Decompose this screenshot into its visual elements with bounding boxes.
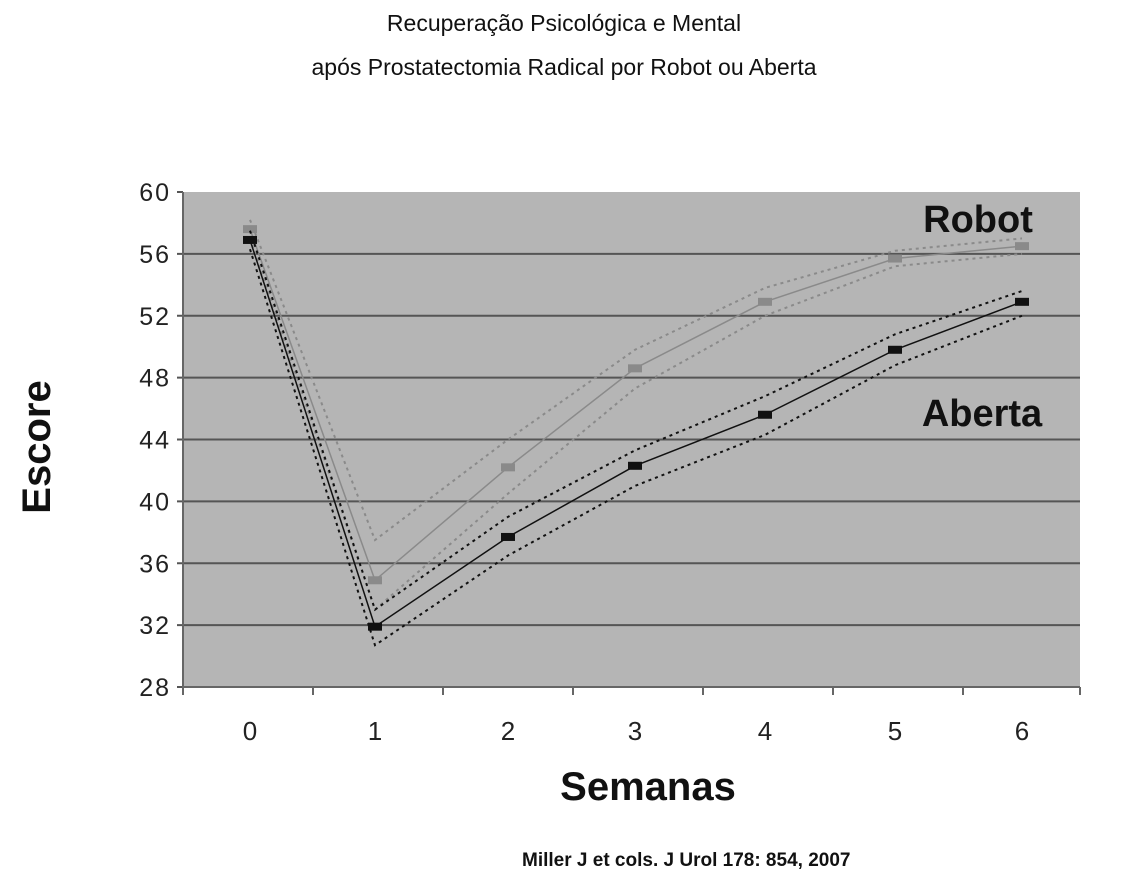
chart-title-line-1: Recuperação Psicológica e Mental [386,10,742,36]
aberta-lower-band [249,248,1023,647]
robot-point [888,254,902,263]
citation: Miller J et cols. J Urol 178: 854, 2007 [522,850,851,871]
x-tick-label: 3 [628,716,642,746]
y-tick-label: 32 [139,612,171,640]
robot-point [1015,242,1029,251]
y-tick-label: 52 [139,303,171,331]
x-tick-label: 4 [758,716,772,746]
aberta-point [1015,297,1029,306]
chart-title-line-2: após Prostatectomia Radical por Robot ou… [311,54,817,80]
aberta-upper-band [249,230,1023,612]
y-tick-label: 28 [139,674,171,702]
legend-label-aberta: Aberta [922,393,1043,435]
x-axis-label: Semanas [560,765,736,809]
legend-label-robot: Robot [923,199,1033,241]
y-tick-label: 36 [139,550,171,578]
y-tick-label: 60 [139,179,171,207]
aberta-point [368,622,382,631]
robot-upper-band [249,219,1023,542]
robot-point [368,576,382,585]
x-tick-label: 2 [501,716,515,746]
y-tick-label: 48 [139,365,171,393]
aberta-point [628,461,642,470]
aberta-point [501,532,515,541]
x-tick-label: 6 [1015,716,1029,746]
aberta-point [243,235,257,244]
robot-point [758,297,772,306]
robot-point [628,364,642,373]
robot-point [243,225,257,234]
x-tick-label: 0 [243,716,257,746]
y-tick-label: 40 [139,488,171,516]
x-tick-label: 1 [368,716,382,746]
robot-point [501,463,515,472]
y-tick-label: 44 [139,427,171,455]
x-tick-label: 5 [888,716,902,746]
y-tick-label: 56 [139,241,171,269]
aberta-point [888,345,902,354]
aberta-point [758,410,772,419]
y-axis-label: Escore [15,380,59,513]
